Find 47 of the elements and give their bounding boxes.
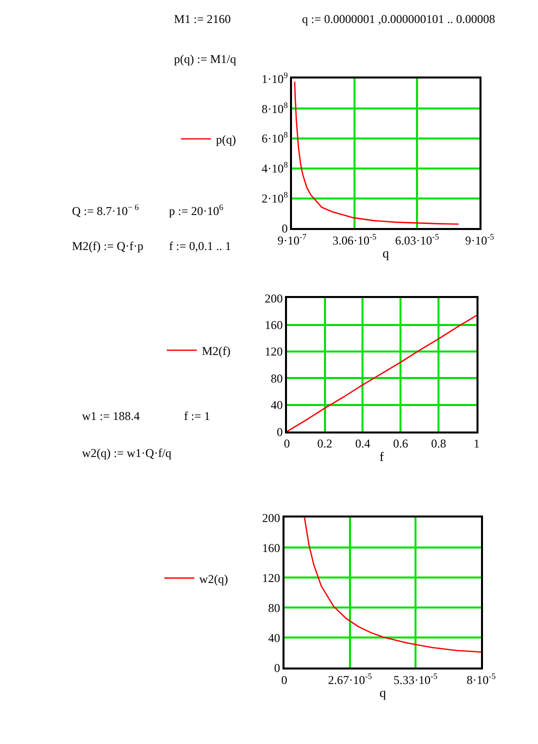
y-tick-label: 2·10$^{8}$ xyxy=(262,190,288,206)
y-tick-label: 8·10$^{8}$ xyxy=(262,100,288,116)
legend-label: p(q) xyxy=(216,132,236,147)
x-tick-label: 1 xyxy=(474,436,480,451)
x-tick-label: 9·10$^{-5}$ xyxy=(465,232,494,248)
text: M1 := 2160 xyxy=(174,12,231,26)
legend-label: w2(q) xyxy=(199,572,228,586)
x-axis-title: q xyxy=(382,245,390,260)
text: w1 := 188.4 xyxy=(82,409,140,423)
x-tick-label: 0.8 xyxy=(431,436,446,451)
y-tick-label: 80 xyxy=(270,371,283,386)
x-axis-title: f xyxy=(380,448,385,464)
x-tick-label: 5.33·10$^{-5}$ xyxy=(393,672,438,687)
y-tick-label: 0 xyxy=(274,660,280,675)
text: f := 1 xyxy=(184,409,210,423)
text: p(q) := M1/q xyxy=(174,52,236,66)
y-tick-label: 120 xyxy=(262,570,280,585)
text: w2(q) := w1·Q·f/q xyxy=(82,446,172,460)
y-tick-label: 200 xyxy=(264,291,283,306)
x-tick-label: 3.06·10$^{-5}$ xyxy=(332,232,376,248)
text: p := 20·10$^{6}$ xyxy=(169,203,224,218)
y-tick-label: 200 xyxy=(262,510,280,525)
x-tick-label: 0.2 xyxy=(317,436,332,451)
y-tick-label: 0 xyxy=(276,424,283,439)
text: q := 0.0000001 ,0.000000101 .. 0.00008 xyxy=(302,12,496,26)
y-tick-label: 40 xyxy=(270,398,283,412)
y-tick-label: 160 xyxy=(264,318,283,332)
x-tick-label: 2.67·10$^{-5}$ xyxy=(328,672,372,687)
y-tick-label: 4·10$^{8}$ xyxy=(262,160,288,176)
text: f := 0,0.1 .. 1 xyxy=(169,239,232,253)
line-series xyxy=(304,518,482,653)
x-tick-label: 0.4 xyxy=(355,436,370,451)
y-tick-label: 6·10$^{8}$ xyxy=(262,130,288,146)
line-series xyxy=(286,314,477,432)
y-tick-label: 120 xyxy=(264,344,283,359)
text: M2(f) := Q·f·p xyxy=(72,239,144,253)
x-tick-label: 6.03·10$^{-5}$ xyxy=(395,232,440,248)
line-series xyxy=(294,81,460,225)
y-tick-label: 1·10$^{9}$ xyxy=(262,70,288,86)
x-axis-title: q xyxy=(379,684,386,700)
y-tick-label: 40 xyxy=(268,630,280,645)
x-tick-label: 8·10$^{-5}$ xyxy=(466,672,496,687)
text: Q := 8.7·10$^{− 6}$ xyxy=(72,203,139,218)
legend-label: M2(f) xyxy=(202,344,231,358)
y-tick-label: 80 xyxy=(268,600,280,615)
y-tick-label: 160 xyxy=(262,540,280,555)
x-tick-label: 0.6 xyxy=(393,436,408,451)
